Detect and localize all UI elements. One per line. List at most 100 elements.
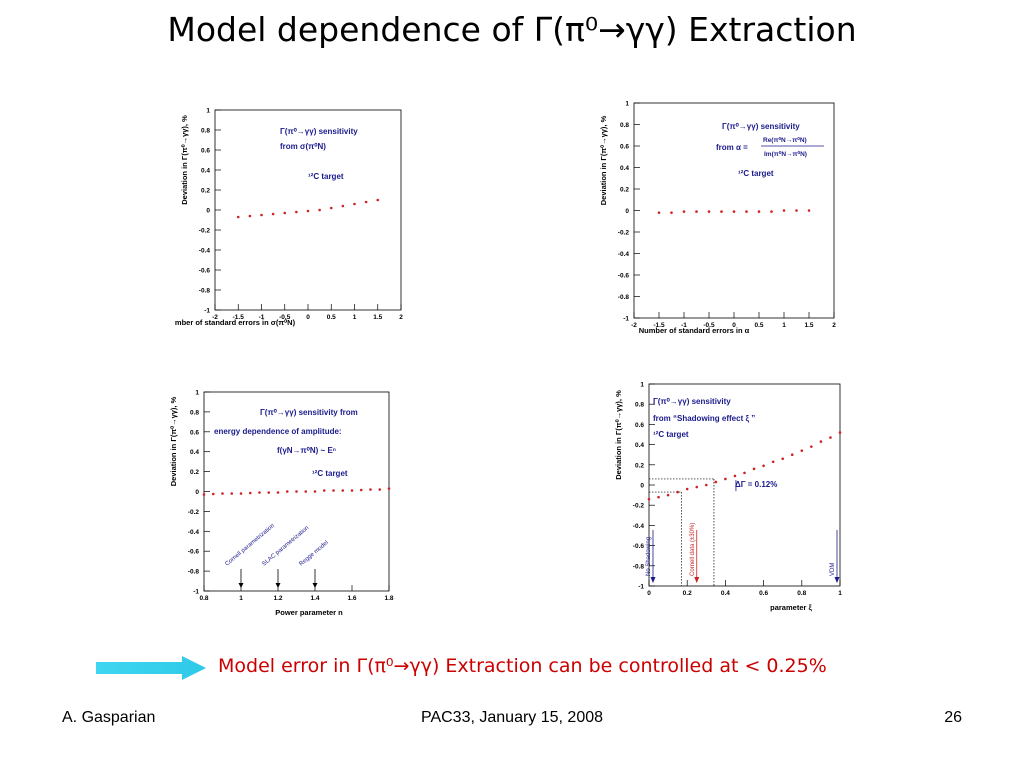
y-tick-label: -0.2 (199, 228, 211, 235)
data-point (762, 464, 765, 468)
annotation-text: Γ(π⁰→γγ) sensitivity (722, 122, 800, 131)
annotation-text: from σ(π⁰N) (280, 142, 326, 151)
y-axis-label: Deviation in Γ(π⁰→γγ), % (599, 115, 608, 205)
footer-author: A. Gasparian (62, 709, 156, 726)
data-point (271, 212, 275, 216)
data-point (745, 210, 748, 213)
x-tick-label: 1 (782, 322, 786, 329)
data-point (657, 211, 661, 214)
x-axis-label: parameter ξ (770, 603, 812, 612)
annotation-text: Γ(π⁰→γγ) sensitivity (280, 127, 358, 136)
x-tick-label: 0.8 (199, 595, 208, 602)
marker-label: VDM (830, 563, 836, 576)
data-point (732, 210, 736, 213)
footer-date: PAC33, January 15, 2008 (420, 709, 604, 726)
y-tick-label: 0 (195, 489, 199, 496)
y-tick-label: -0.2 (633, 503, 645, 510)
data-point (341, 489, 345, 492)
data-point (685, 487, 689, 491)
data-point (258, 491, 261, 494)
y-tick-label: -0.8 (188, 569, 200, 576)
x-axis-label: Power parameter n (275, 608, 343, 617)
data-point (322, 489, 326, 492)
data-point (318, 208, 321, 212)
data-point (364, 200, 368, 204)
y-tick-label: 0.4 (190, 449, 199, 456)
x-tick-label: 0.5 (754, 322, 763, 329)
y-tick-label: 0.6 (620, 144, 629, 151)
x-tick-label: 1.5 (804, 322, 813, 329)
data-point (695, 210, 698, 213)
data-point (283, 211, 287, 215)
y-tick-label: 0.6 (635, 422, 644, 429)
right-arrow-icon (96, 656, 206, 680)
data-point (387, 487, 391, 490)
marker-label: Regge model (298, 540, 329, 568)
y-tick-label: -0.8 (633, 563, 645, 570)
y-tick-label: -0.2 (618, 230, 630, 237)
y-tick-label: -0.2 (188, 509, 200, 516)
data-point (369, 488, 372, 491)
data-point (670, 211, 673, 214)
y-tick-label: 0.2 (201, 188, 210, 195)
x-tick-label: 0 (732, 322, 736, 329)
annotation-text: Γ(π⁰→γγ) sensitivity from (260, 408, 358, 417)
slide-title: Model dependence of Γ(π⁰→γγ) Extraction (167, 10, 857, 49)
marker-arrowhead (650, 577, 656, 583)
chart-cross-section: -1 -0.8 -0.6 -0.4 -0.2 0 0.2 0.4 0.6 0.8 1 -2 -1.5 -1… (175, 108, 403, 328)
x-tick-label: 1 (239, 595, 243, 602)
annotation-text: Re(π⁰N→π⁰N) (763, 136, 807, 144)
conclusion-row: Model error in Γ(π⁰→γγ) Extraction can b… (96, 655, 1016, 683)
x-tick-label: 0.6 (759, 590, 768, 597)
marker-label: Cornell data (±30%) (690, 523, 696, 576)
x-tick-label: -1.5 (233, 314, 245, 321)
marker-arrowhead (238, 583, 244, 588)
x-tick-label: -1 (681, 322, 687, 329)
y-tick-label: -0.4 (618, 251, 630, 258)
annotation-text: from α = (716, 143, 748, 152)
chart-panel-shadowing: -1 -0.8 -0.6 -0.4 -0.2 0 0.2 0.4 0.6 0.8 1 0 0.2 0.4 0… (605, 374, 863, 616)
data-point (810, 445, 813, 448)
data-point (666, 493, 670, 497)
x-tick-label: -2 (212, 314, 218, 321)
chart-alpha: -1 -0.8 -0.6 -0.4 -0.2 0 0.2 0.4 0.6 0.8 1 -2 -1.5 -1… (599, 101, 836, 336)
y-tick-label: 1 (625, 101, 629, 108)
y-tick-label: 0.6 (190, 429, 199, 436)
x-tick-label: 1.2 (273, 595, 282, 602)
y-tick-label: -0.8 (199, 288, 211, 295)
data-point (682, 210, 686, 213)
y-tick-label: 0.8 (635, 402, 644, 409)
data-point (782, 209, 786, 212)
data-point (313, 490, 317, 493)
data-point (714, 480, 718, 484)
annotation-text: ¹²C target (312, 469, 348, 478)
chart-panel-cross-section: -1 -0.8 -0.6 -0.4 -0.2 0 0.2 0.4 0.6 0.8 1 -2 -1.5 -1… (175, 100, 405, 332)
conclusion-text: Model error in Γ(π⁰→γγ) Extraction can b… (218, 655, 827, 677)
y-tick-label: 0.6 (201, 148, 210, 155)
y-tick-label: 0 (640, 483, 644, 490)
annotation-text: Γ(π⁰→γγ) sensitivity (653, 397, 731, 406)
annotation-text: ¹²C target (738, 169, 774, 178)
data-point (752, 467, 756, 471)
annotation-text: ¹²C target (308, 172, 344, 181)
y-tick-label: 0 (625, 208, 629, 215)
data-point (276, 491, 280, 494)
marker-label: No Shadowing (646, 537, 652, 576)
x-tick-label: 0.2 (683, 590, 692, 597)
y-tick-label: -1 (204, 308, 210, 315)
data-point (295, 210, 298, 214)
data-point (724, 477, 727, 481)
x-tick-label: -0.5 (703, 322, 715, 329)
data-point (695, 485, 699, 489)
marker-arrowhead (275, 583, 281, 588)
data-point (295, 490, 298, 493)
y-tick-label: -1 (638, 584, 644, 591)
data-point (720, 210, 723, 213)
marker-arrowhead (694, 577, 700, 583)
y-tick-label: 0.4 (635, 442, 644, 449)
y-tick-label: 0.4 (201, 168, 210, 175)
annotation-text: energy dependence of amplitude: (214, 427, 342, 436)
x-axis-label: Number of standard errors in σ(π⁰N) (175, 318, 296, 327)
y-axis-label: Deviation in Γ(π⁰→γγ), % (180, 115, 189, 205)
y-tick-label: -0.8 (618, 294, 630, 301)
